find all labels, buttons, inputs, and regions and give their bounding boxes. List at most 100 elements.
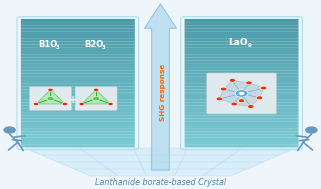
FancyBboxPatch shape [185, 125, 299, 128]
Polygon shape [144, 4, 177, 170]
FancyBboxPatch shape [21, 22, 135, 25]
FancyBboxPatch shape [21, 90, 135, 93]
FancyBboxPatch shape [185, 122, 299, 125]
FancyBboxPatch shape [21, 122, 135, 125]
FancyBboxPatch shape [185, 119, 299, 122]
FancyBboxPatch shape [21, 135, 135, 138]
FancyBboxPatch shape [185, 135, 299, 138]
FancyBboxPatch shape [21, 144, 135, 147]
Circle shape [216, 97, 222, 101]
FancyBboxPatch shape [21, 51, 135, 54]
FancyBboxPatch shape [185, 32, 299, 35]
Circle shape [239, 99, 245, 103]
FancyBboxPatch shape [21, 141, 135, 144]
FancyBboxPatch shape [21, 48, 135, 51]
FancyBboxPatch shape [21, 32, 135, 35]
FancyBboxPatch shape [21, 38, 135, 41]
FancyBboxPatch shape [21, 35, 135, 38]
FancyBboxPatch shape [185, 99, 299, 102]
FancyBboxPatch shape [185, 57, 299, 61]
FancyBboxPatch shape [21, 131, 135, 135]
Circle shape [261, 86, 267, 90]
FancyBboxPatch shape [21, 74, 135, 77]
FancyBboxPatch shape [21, 67, 135, 70]
Circle shape [33, 102, 39, 105]
FancyBboxPatch shape [21, 86, 135, 90]
FancyBboxPatch shape [185, 35, 299, 38]
FancyBboxPatch shape [21, 106, 135, 109]
FancyBboxPatch shape [185, 96, 299, 99]
FancyBboxPatch shape [21, 64, 135, 67]
FancyBboxPatch shape [21, 99, 135, 102]
FancyBboxPatch shape [21, 128, 135, 131]
Polygon shape [36, 90, 65, 104]
FancyBboxPatch shape [185, 80, 299, 83]
Text: Lanthanide borate-based Crystal: Lanthanide borate-based Crystal [95, 177, 226, 187]
FancyBboxPatch shape [185, 64, 299, 67]
Circle shape [92, 96, 100, 101]
FancyBboxPatch shape [185, 93, 299, 96]
FancyBboxPatch shape [21, 77, 135, 80]
FancyBboxPatch shape [185, 61, 299, 64]
FancyBboxPatch shape [207, 73, 276, 114]
Text: LaO: LaO [229, 38, 248, 46]
Circle shape [48, 88, 53, 91]
Polygon shape [219, 80, 264, 107]
Text: 3: 3 [56, 45, 59, 50]
FancyBboxPatch shape [21, 61, 135, 64]
FancyBboxPatch shape [21, 102, 135, 106]
Circle shape [229, 78, 236, 82]
Circle shape [62, 102, 68, 105]
FancyBboxPatch shape [21, 93, 135, 96]
FancyBboxPatch shape [185, 77, 299, 80]
Circle shape [231, 102, 237, 106]
FancyBboxPatch shape [185, 19, 299, 22]
Text: B2O: B2O [84, 40, 103, 49]
FancyBboxPatch shape [185, 48, 299, 51]
FancyBboxPatch shape [185, 41, 299, 45]
FancyBboxPatch shape [75, 87, 117, 110]
FancyBboxPatch shape [185, 102, 299, 106]
Polygon shape [82, 90, 110, 104]
FancyBboxPatch shape [185, 141, 299, 144]
FancyBboxPatch shape [30, 87, 72, 110]
Circle shape [47, 96, 54, 101]
Circle shape [221, 87, 227, 91]
Text: B1O: B1O [39, 40, 58, 49]
FancyBboxPatch shape [185, 112, 299, 115]
Circle shape [305, 126, 318, 134]
FancyBboxPatch shape [185, 51, 299, 54]
FancyBboxPatch shape [21, 19, 135, 22]
FancyBboxPatch shape [185, 106, 299, 109]
Polygon shape [26, 148, 295, 176]
Text: +: + [69, 94, 77, 105]
FancyBboxPatch shape [185, 109, 299, 112]
Circle shape [93, 88, 99, 91]
Circle shape [247, 105, 254, 108]
Circle shape [246, 81, 252, 85]
FancyBboxPatch shape [21, 45, 135, 48]
FancyBboxPatch shape [21, 115, 135, 119]
Circle shape [256, 96, 263, 100]
FancyBboxPatch shape [185, 54, 299, 57]
FancyBboxPatch shape [21, 25, 135, 29]
FancyBboxPatch shape [185, 25, 299, 29]
FancyBboxPatch shape [185, 131, 299, 135]
FancyBboxPatch shape [185, 38, 299, 41]
FancyBboxPatch shape [185, 83, 299, 86]
FancyBboxPatch shape [21, 112, 135, 115]
FancyBboxPatch shape [21, 96, 135, 99]
FancyBboxPatch shape [185, 86, 299, 90]
FancyBboxPatch shape [21, 54, 135, 57]
Circle shape [235, 90, 248, 97]
FancyBboxPatch shape [185, 29, 299, 32]
FancyBboxPatch shape [21, 80, 135, 83]
FancyBboxPatch shape [185, 22, 299, 25]
Circle shape [79, 102, 84, 105]
FancyBboxPatch shape [21, 83, 135, 86]
FancyBboxPatch shape [185, 138, 299, 141]
Text: 3: 3 [101, 45, 105, 50]
FancyBboxPatch shape [185, 67, 299, 70]
FancyBboxPatch shape [185, 115, 299, 119]
Text: 9: 9 [247, 43, 252, 48]
